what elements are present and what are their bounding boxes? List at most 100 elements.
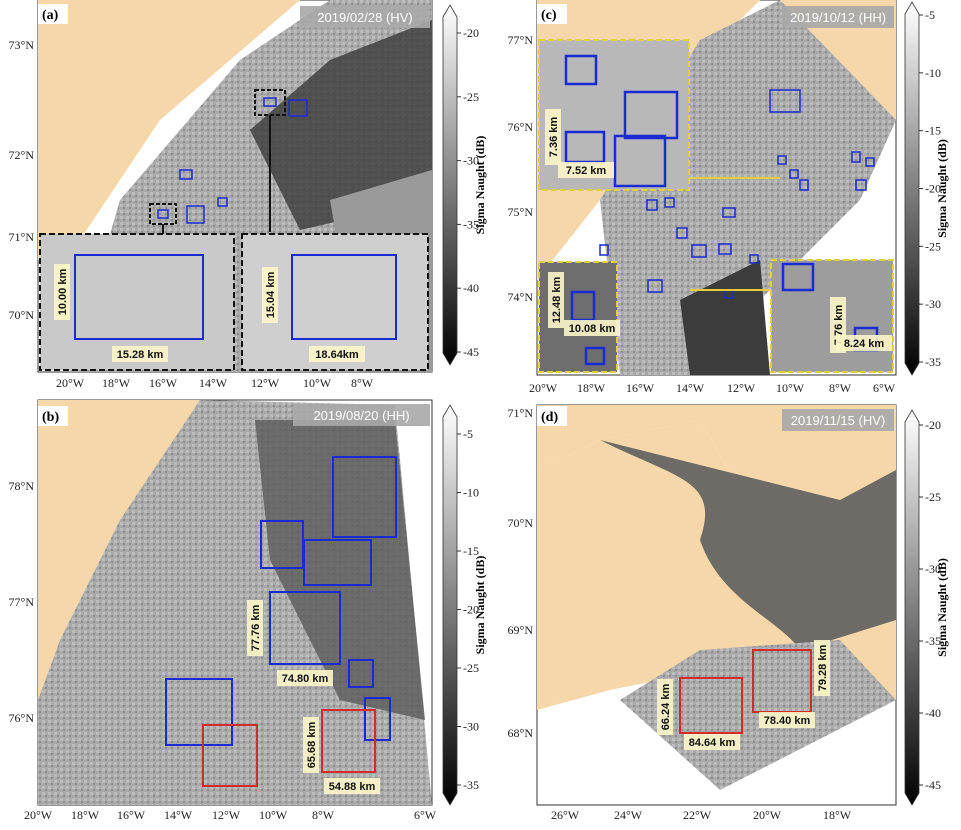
size-label-text: 7.36 km bbox=[548, 117, 560, 158]
lon-label: 16°W bbox=[117, 808, 146, 822]
size-label-bg bbox=[564, 320, 620, 336]
lat-label: 68°N bbox=[508, 726, 534, 740]
lat-label: 73°N bbox=[9, 38, 35, 52]
colorbar-tick-label: -25 bbox=[925, 239, 941, 253]
lon-label: 12°W bbox=[212, 808, 241, 822]
date: 2019/02/28 (HV) bbox=[317, 10, 412, 25]
lon-label: 18°W bbox=[102, 376, 131, 390]
size-label-text: 74.80 km bbox=[282, 673, 329, 685]
size-label-bg bbox=[309, 346, 365, 362]
lon-label: 22°W bbox=[683, 808, 712, 822]
lat-label: 77°N bbox=[9, 595, 35, 609]
size-label-text: 84.64 km bbox=[689, 737, 736, 749]
date-bg bbox=[782, 6, 894, 28]
colorbar-tick-label: -35 bbox=[463, 778, 479, 792]
size-label: 12.48 km bbox=[548, 272, 564, 328]
lat-label: 71°N bbox=[9, 230, 35, 244]
size-label: 84.64 km bbox=[684, 734, 740, 750]
date-bg bbox=[782, 409, 894, 431]
colorbar-tick-label: -25 bbox=[463, 661, 479, 675]
lon-label: 8°W bbox=[312, 808, 335, 822]
lon-label: 6°W bbox=[873, 381, 896, 395]
size-label-text: 8.24 km bbox=[844, 338, 885, 350]
lon-label: 26°W bbox=[551, 808, 580, 822]
size-label: 10.00 km bbox=[54, 264, 70, 320]
lat-label: 72°N bbox=[9, 148, 35, 162]
size-label-bg bbox=[247, 600, 263, 656]
lat-label: 76°N bbox=[508, 120, 534, 134]
lat-label: 77°N bbox=[508, 33, 534, 47]
size-label: 74.80 km bbox=[277, 670, 333, 686]
lat-label: 75°N bbox=[508, 205, 534, 219]
size-label-text: 10.08 km bbox=[569, 323, 616, 335]
lon-label: 20°W bbox=[24, 808, 53, 822]
lon-label: 10°W bbox=[776, 381, 805, 395]
lat-label: 69°N bbox=[508, 623, 534, 637]
size-label-text: 10.00 km bbox=[57, 269, 69, 316]
lat-label: 74°N bbox=[508, 290, 534, 304]
colorbar-tick-label: -35 bbox=[463, 217, 479, 231]
lon-label: 6°W bbox=[414, 808, 437, 822]
lat-label: 78°N bbox=[9, 479, 35, 493]
lon-label: 14°W bbox=[676, 381, 705, 395]
size-label: 10.08 km bbox=[564, 320, 620, 336]
colorbar-tick-label: -10 bbox=[463, 486, 479, 500]
colorbar-tick-label: -5 bbox=[463, 427, 473, 441]
date: 2019/08/20 (HH) bbox=[313, 408, 409, 423]
colorbar-tick-label: -20 bbox=[463, 26, 479, 40]
colorbar-tick-label: -20 bbox=[925, 418, 941, 432]
lon-label: 20°W bbox=[753, 808, 782, 822]
size-label-text: 7.52 km bbox=[566, 165, 607, 177]
lon-label: 12°W bbox=[727, 381, 756, 395]
colorbar-tick-label: -30 bbox=[463, 720, 479, 734]
colorbar-tick-label: -15 bbox=[463, 544, 479, 558]
panel-a-map bbox=[37, 0, 433, 373]
panel-letter-bg bbox=[38, 406, 68, 426]
colorbar-label: Sigma Naught (dB) bbox=[935, 558, 949, 657]
colorbar-tick-label: -45 bbox=[463, 345, 479, 359]
panel-b-map bbox=[37, 399, 433, 806]
panel-c-map bbox=[536, 0, 897, 376]
panel-letter: (c) bbox=[541, 8, 557, 23]
size-label-bg bbox=[54, 264, 70, 320]
date-bg bbox=[293, 404, 430, 426]
date-bg bbox=[300, 6, 430, 28]
lon-label: 20°W bbox=[56, 376, 85, 390]
size-label: 54.88 km bbox=[324, 778, 380, 794]
size-label-bg bbox=[684, 734, 740, 750]
size-label-text: 15.04 km bbox=[265, 272, 277, 319]
colorbar-tick-label: -30 bbox=[463, 154, 479, 168]
lat-label: 70°N bbox=[9, 308, 35, 322]
size-label-text: 66.24 km bbox=[660, 684, 672, 731]
size-label-text: 54.88 km bbox=[329, 781, 376, 793]
lon-label: 8°W bbox=[351, 376, 374, 390]
colorbar-tick-label: -30 bbox=[925, 562, 941, 576]
lon-label: 16°W bbox=[626, 381, 655, 395]
colorbar-tick-label: -35 bbox=[925, 634, 941, 648]
size-label-text: 79.28 km bbox=[817, 645, 829, 692]
colorbar bbox=[442, 4, 458, 366]
size-label: 79.28 km bbox=[814, 640, 830, 696]
size-label-text: 15.28 km bbox=[117, 349, 164, 361]
colorbar-tick-label: -10 bbox=[925, 66, 941, 80]
labels: (a) 2019/02/28 (HV) 73°N 72°N 71°N 70°N 20°W 18… bbox=[9, 1, 949, 822]
panel-letter: (d) bbox=[541, 410, 558, 425]
lon-label: 18°W bbox=[577, 381, 606, 395]
lon-label: 12°W bbox=[251, 376, 280, 390]
size-label-bg bbox=[759, 712, 815, 728]
colorbar-tick-label: -45 bbox=[925, 778, 941, 792]
colorbar bbox=[442, 404, 458, 806]
lon-label: 14°W bbox=[199, 376, 228, 390]
size-label: 77.76 km bbox=[247, 600, 263, 656]
size-label: 78.40 km bbox=[759, 712, 815, 728]
colorbar-tick-label: -20 bbox=[925, 182, 941, 196]
panel-letter-bg bbox=[537, 4, 567, 24]
colorbar-tick-label: -15 bbox=[925, 124, 941, 138]
date: 2019/11/15 (HV) bbox=[791, 413, 885, 428]
panel-letter-bg bbox=[38, 4, 68, 24]
size-label: 7.52 km bbox=[558, 162, 614, 178]
size-label-text: 12.48 km bbox=[551, 277, 563, 324]
size-label-bg bbox=[303, 717, 319, 773]
size-label: 18.64km bbox=[309, 346, 365, 362]
